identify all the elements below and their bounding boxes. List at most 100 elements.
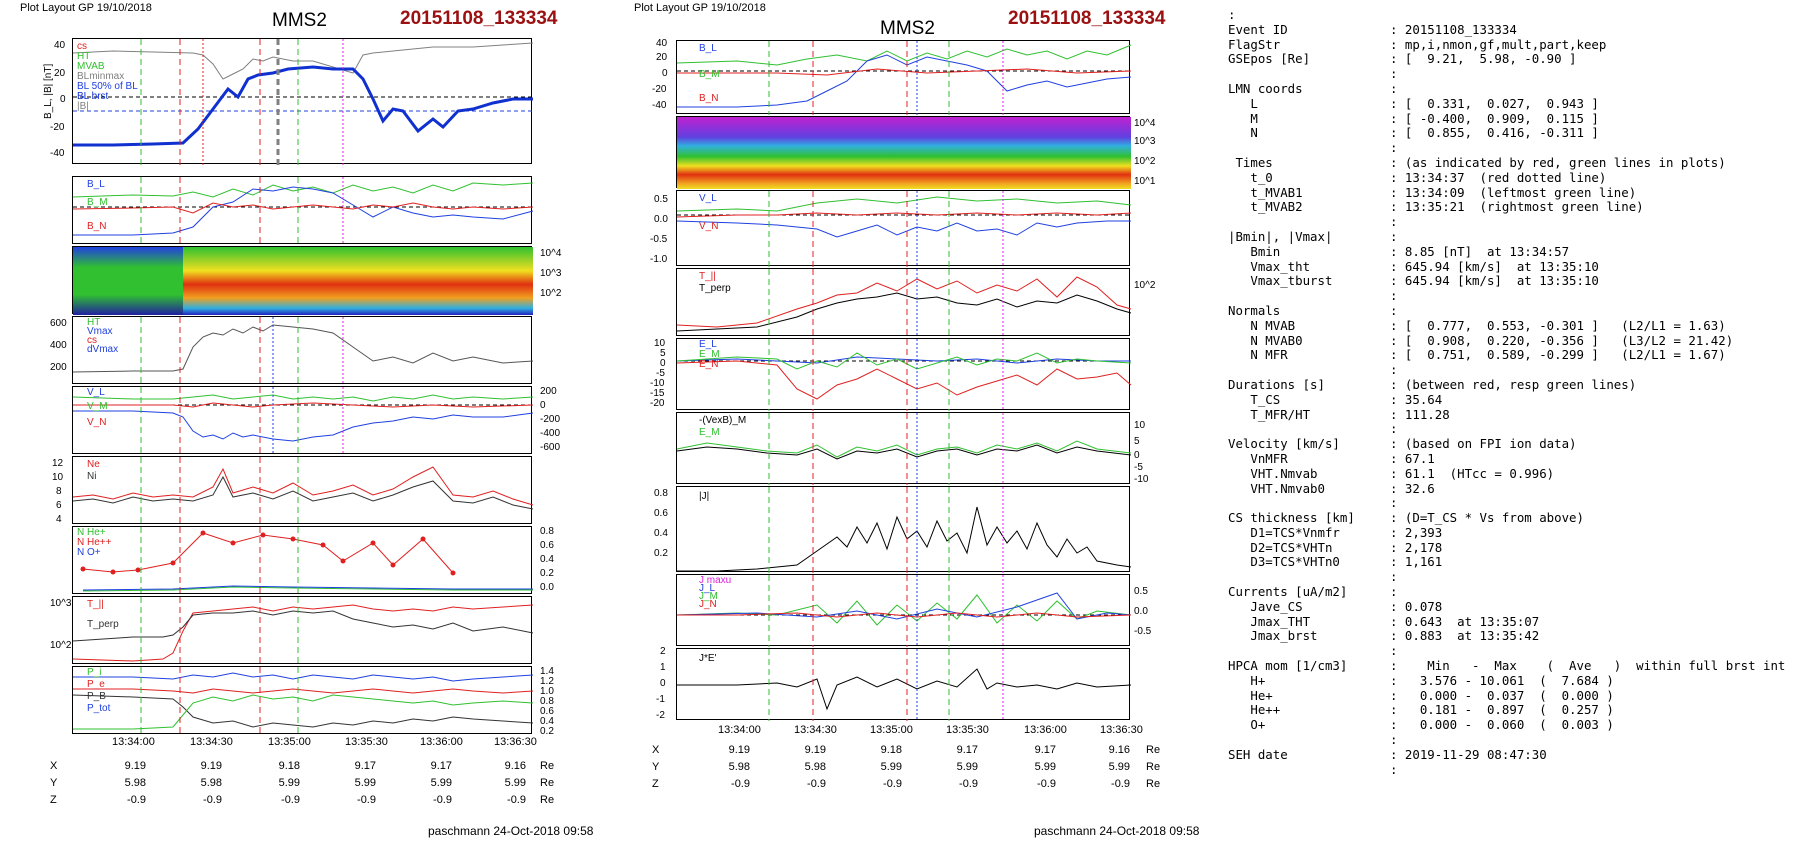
mid-ephem-y-value: 5.99 <box>1034 761 1056 773</box>
left-p8-legend-tpar: T_|| <box>87 599 104 610</box>
mid-p5-tick: -20 <box>650 398 665 409</box>
info-row: H+: 3.576 - 10.061 ( 7.684 ) <box>1228 673 1785 689</box>
mid-p7-legend-j: |J| <box>699 491 710 502</box>
info-row: t_MVAB2: 13:35:21 (rightmost green line) <box>1228 199 1785 215</box>
info-value: : <box>1390 732 1398 748</box>
info-key: : <box>1228 7 1236 22</box>
mid-panel-je: J*E' <box>676 648 1132 721</box>
left-panel-vilmn: V_L V_M V_N <box>72 386 534 455</box>
info-row: : <box>1228 66 1785 82</box>
left-p1-ylabel: B_L, |B| [nT] <box>43 63 54 119</box>
left-spacecraft-title: MMS2 <box>272 10 327 31</box>
left-p5-legend-vl: V_L <box>87 387 105 398</box>
left-p1-legend-blbrst: BL brst <box>77 91 109 102</box>
mid-p1-tick: 40 <box>656 38 668 49</box>
info-row: CS thickness [km]: (D=T_CS * Vs from abo… <box>1228 510 1785 526</box>
info-row: Bmin: 8.85 [nT] at 13:34:57 <box>1228 244 1785 260</box>
info-value: : 35.64 <box>1390 391 1443 407</box>
info-key: Vmax_tburst <box>1228 273 1333 289</box>
mid-panel-elmn: E_L E_M E_N <box>676 338 1132 411</box>
mid-ephem-z-value: -0.9 <box>883 778 902 790</box>
info-value: : 67.1 <box>1390 450 1435 466</box>
mid-time-tick: 13:34:00 <box>718 724 761 736</box>
info-key: Event ID <box>1228 21 1288 37</box>
info-key: Jave_CS <box>1228 598 1303 614</box>
left-ephem-y-value: 5.99 <box>278 777 300 789</box>
mid-p1-tick: -20 <box>652 84 667 95</box>
info-row: O+: 0.000 - 0.060 ( 0.003 ) <box>1228 717 1785 733</box>
info-value: : 13:34:09 (leftmost green line) <box>1390 184 1637 200</box>
info-value: : 645.94 [km/s] at 13:35:10 <box>1390 258 1599 274</box>
mid-ephem-z-value: -0.9 <box>807 778 826 790</box>
left-panel-vi-plot <box>72 317 534 385</box>
left-ephem-z-value: -0.9 <box>433 794 452 806</box>
left-p4-legend-cs: cs <box>87 335 97 346</box>
info-value: : <box>1390 140 1398 156</box>
left-p6-legend-ni: Ni <box>87 471 97 482</box>
mid-ephem-z-value: -0.9 <box>731 778 750 790</box>
left-ephem-y-label: Y <box>50 777 58 789</box>
left-panel-blmn: B_L B_M B_N <box>72 176 534 245</box>
mid-panel-em: -(VexB)_M E_M <box>676 412 1132 485</box>
info-row: Normals: <box>1228 303 1785 319</box>
info-row: : <box>1228 732 1785 748</box>
left-p3-tick: 10^2 <box>540 288 562 299</box>
left-p6-legend-ne: Ne <box>87 459 100 470</box>
mid-p7-tick: 0.2 <box>654 548 668 559</box>
mid-p1-tick: 20 <box>656 52 668 63</box>
mid-panel-ve-plot <box>676 191 1132 267</box>
info-value: : 13:35:21 (rightmost green line) <box>1390 199 1644 215</box>
left-plot-layout-header: Plot Layout GP 19/10/2018 <box>20 2 152 14</box>
info-value: : 0.181 - 0.897 ( 0.257 ) <box>1390 702 1614 718</box>
mid-ephem-y-unit: Re <box>1146 761 1161 773</box>
info-key: LMN coords <box>1228 80 1303 96</box>
left-p9-tick: 0.8 <box>540 696 554 707</box>
info-value: : 645.94 [km/s] at 13:35:10 <box>1390 273 1599 289</box>
info-row: : <box>1228 7 1785 23</box>
mid-ephem-x-unit: Re <box>1146 744 1161 756</box>
left-ephem-y-value: 5.99 <box>430 777 452 789</box>
mid-p4-tick: 10^2 <box>1134 280 1156 291</box>
mid-p9-tick: 0 <box>660 678 666 689</box>
info-value: : <box>1390 569 1398 585</box>
mid-p1-tick: 0 <box>662 68 668 79</box>
left-panel-blmn-plot <box>72 177 534 245</box>
mid-p4-legend-tpar: T_|| <box>699 271 716 282</box>
info-row: T_MFR/HT: 111.28 <box>1228 407 1785 423</box>
mid-ephem-x-value: 9.19 <box>728 744 750 756</box>
mid-p3-tick: -0.5 <box>650 234 668 245</box>
left-p9-legend-pi: P_i <box>87 667 102 678</box>
mid-panel-ele-spectrogram <box>676 116 1131 189</box>
mid-time-tick: 13:36:00 <box>1024 724 1067 736</box>
left-p8-legend-tperp: T_perp <box>87 619 119 630</box>
info-row: : <box>1228 495 1785 511</box>
left-panel-density-plot <box>72 457 534 525</box>
info-value: : (between red, resp green lines) <box>1390 376 1637 392</box>
left-p6-tick: 10 <box>52 472 64 483</box>
mid-ephem-z-value: -0.9 <box>1111 778 1130 790</box>
mid-p7-tick: 0.4 <box>654 528 668 539</box>
event-info-table: : Event ID: 20151108_133334 FlagStr: mp,i,… <box>1228 7 1785 777</box>
mid-ephem-y-value: 5.99 <box>880 761 902 773</box>
info-value: : 32.6 <box>1390 480 1435 496</box>
info-value: : <box>1390 495 1398 511</box>
info-value: : 2019-11-29 08:47:30 <box>1390 746 1547 762</box>
info-value: : [ 0.908, 0.220, -0.356 ] (L3/L2 = 21.4… <box>1390 332 1734 348</box>
info-key: Jmax_THT <box>1228 613 1311 629</box>
mid-p9-tick: 1 <box>660 662 666 673</box>
info-value: : (as indicated by red, green lines in p… <box>1390 154 1726 170</box>
mid-p2-tick: 10^2 <box>1134 156 1156 167</box>
info-value: : <box>1390 362 1398 378</box>
info-row: Jmax_THT: 0.643 at 13:35:07 <box>1228 613 1785 630</box>
left-ephem-z-unit: Re <box>540 794 555 806</box>
left-p5-legend-vn: V_N <box>87 417 107 428</box>
mid-event-code: 20151108_133334 <box>1008 8 1166 29</box>
info-key: GSEpos [Re] <box>1228 51 1311 67</box>
mid-panel-je-plot <box>677 649 1132 721</box>
info-key: Jmax_brst <box>1228 628 1318 644</box>
left-p4-legend-dvmax: dVmax <box>87 344 119 355</box>
info-key: Velocity [km/s] <box>1228 436 1340 452</box>
left-p4-tick: 200 <box>50 362 67 373</box>
mid-p8-legend-jmaxu: J maxu <box>699 575 732 586</box>
info-row: N: [ 0.855, 0.416, -0.311 ] <box>1228 125 1785 141</box>
